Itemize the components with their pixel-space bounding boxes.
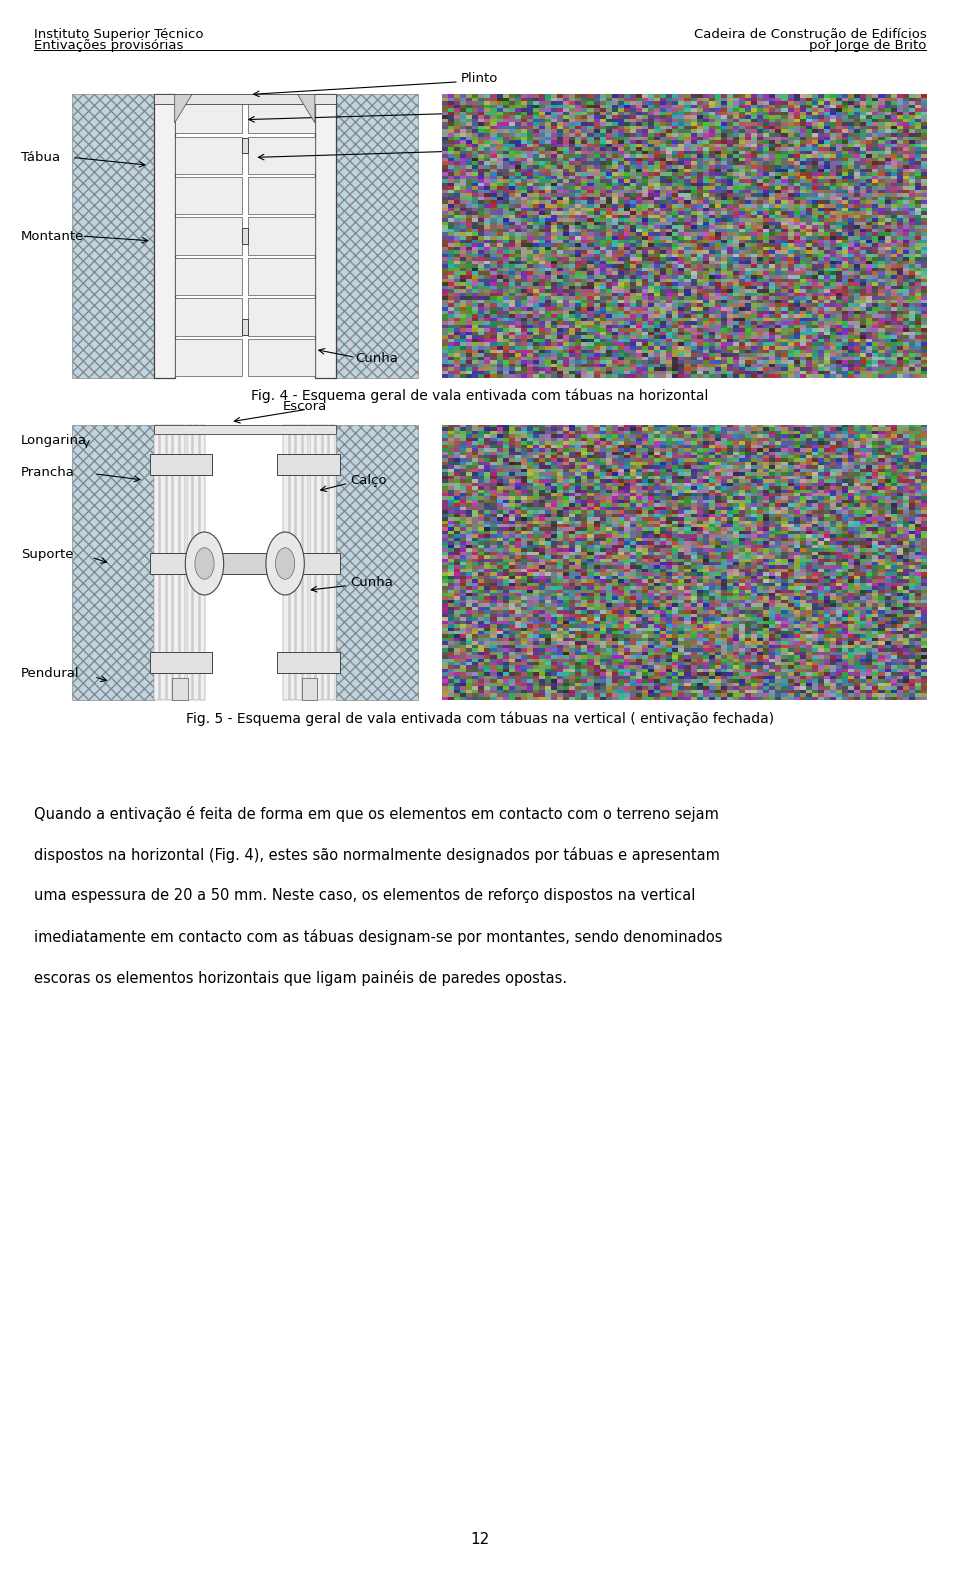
Bar xyxy=(248,338,315,376)
Bar xyxy=(193,425,199,700)
Bar xyxy=(175,338,242,376)
Bar xyxy=(175,299,242,335)
Text: Cunha: Cunha xyxy=(350,576,394,589)
Text: Calço: Calço xyxy=(350,474,387,486)
Bar xyxy=(248,137,315,173)
Bar xyxy=(200,425,205,700)
Bar xyxy=(180,425,185,700)
Circle shape xyxy=(266,532,304,595)
Text: Plinto: Plinto xyxy=(461,72,498,85)
Bar xyxy=(329,425,335,700)
Bar xyxy=(297,425,301,700)
Text: Fig. 4 - Esquema geral de vala entivada com tábuas na horizontal: Fig. 4 - Esquema geral de vala entivada … xyxy=(252,389,708,403)
Bar xyxy=(303,425,308,700)
Bar xyxy=(242,320,248,335)
Circle shape xyxy=(276,548,295,579)
Bar xyxy=(248,299,315,335)
Bar xyxy=(150,652,212,674)
Bar xyxy=(154,425,336,434)
Text: Escora: Escora xyxy=(461,142,505,154)
Text: Tábua: Tábua xyxy=(21,151,60,164)
Bar xyxy=(323,425,328,700)
Text: Escora: Escora xyxy=(283,400,327,412)
Text: uma espessura de 20 a 50 mm. Neste caso, os elementos de reforço dispostos na ve: uma espessura de 20 a 50 mm. Neste caso,… xyxy=(34,888,695,903)
Bar xyxy=(154,94,175,378)
Circle shape xyxy=(195,548,214,579)
Bar xyxy=(248,176,315,214)
Bar xyxy=(336,425,418,700)
Text: Pendural: Pendural xyxy=(21,667,80,680)
Bar xyxy=(301,678,317,700)
Polygon shape xyxy=(298,94,315,123)
Text: 12: 12 xyxy=(470,1532,490,1547)
Bar xyxy=(290,425,296,700)
Bar xyxy=(309,425,315,700)
Text: por Jorge de Brito: por Jorge de Brito xyxy=(809,39,926,52)
Text: Quando a entivação é feita de forma em que os elementos em contacto com o terren: Quando a entivação é feita de forma em q… xyxy=(34,806,718,822)
Text: Longarina: Longarina xyxy=(21,434,87,447)
Bar xyxy=(174,425,179,700)
Bar xyxy=(277,552,340,573)
Bar xyxy=(154,425,159,700)
Bar xyxy=(175,217,242,255)
Text: dispostos na horizontal (Fig. 4), estes são normalmente designados por tábuas e : dispostos na horizontal (Fig. 4), estes … xyxy=(34,847,719,863)
Bar xyxy=(283,425,289,700)
Polygon shape xyxy=(175,94,192,123)
Bar xyxy=(242,137,248,153)
Text: Entivações provisórias: Entivações provisórias xyxy=(34,39,183,52)
Bar xyxy=(173,678,188,700)
Bar xyxy=(72,94,154,378)
Bar xyxy=(212,552,277,573)
Bar xyxy=(175,176,242,214)
Circle shape xyxy=(185,532,224,595)
Text: Cadeira de Construção de Edifícios: Cadeira de Construção de Edifícios xyxy=(694,28,926,41)
Text: Cunha: Cunha xyxy=(355,353,398,365)
Bar xyxy=(72,425,154,700)
Bar xyxy=(242,228,248,244)
Bar xyxy=(315,94,336,378)
Bar xyxy=(175,96,242,134)
Bar xyxy=(248,258,315,296)
Bar xyxy=(167,425,172,700)
Text: imediatamente em contacto com as tábuas designam-se por montantes, sendo denomin: imediatamente em contacto com as tábuas … xyxy=(34,929,722,944)
Bar xyxy=(154,94,336,104)
Bar xyxy=(336,94,418,378)
Text: Prancha: Prancha xyxy=(21,466,75,478)
Bar xyxy=(248,217,315,255)
Bar xyxy=(150,552,212,573)
Text: Montante: Montante xyxy=(21,230,84,242)
Text: escoras os elementos horizontais que ligam painéis de paredes opostas.: escoras os elementos horizontais que lig… xyxy=(34,970,566,985)
Bar xyxy=(277,652,340,674)
Bar xyxy=(186,425,192,700)
Text: Instituto Superior Técnico: Instituto Superior Técnico xyxy=(34,28,204,41)
Bar xyxy=(175,258,242,296)
Text: Suporte: Suporte xyxy=(21,548,74,560)
Text: Berma: Berma xyxy=(461,104,504,116)
Bar xyxy=(175,137,242,173)
Bar xyxy=(316,425,322,700)
Bar xyxy=(248,96,315,134)
Bar xyxy=(160,425,166,700)
Bar xyxy=(150,453,212,474)
Bar xyxy=(277,453,340,474)
Text: Fig. 5 - Esquema geral de vala entivada com tábuas na vertical ( entivação fecha: Fig. 5 - Esquema geral de vala entivada … xyxy=(186,711,774,726)
